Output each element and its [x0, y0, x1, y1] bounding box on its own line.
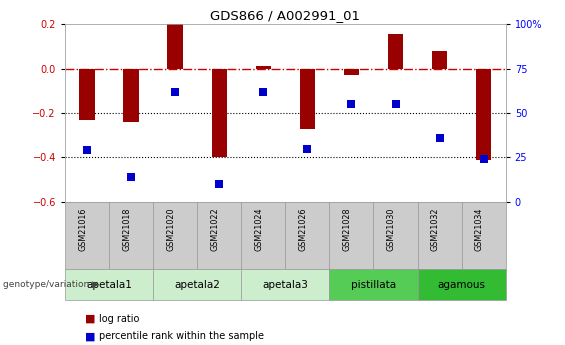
Bar: [285, 202, 329, 269]
Bar: [418, 269, 506, 300]
Text: genotype/variation ▶: genotype/variation ▶: [3, 280, 99, 289]
Point: [391, 101, 400, 107]
Text: GSM21024: GSM21024: [254, 207, 263, 251]
Bar: [65, 202, 109, 269]
Text: pistillata: pistillata: [351, 280, 396, 289]
Text: GSM21020: GSM21020: [166, 207, 175, 251]
Text: GSM21022: GSM21022: [210, 207, 219, 251]
Text: GSM21030: GSM21030: [386, 207, 396, 250]
Point: [347, 101, 356, 107]
Point: [259, 89, 268, 95]
Bar: [211, 69, 227, 157]
Text: apetala3: apetala3: [262, 280, 308, 289]
Bar: [344, 69, 359, 75]
Bar: [241, 202, 285, 269]
Bar: [123, 69, 139, 122]
Bar: [329, 269, 418, 300]
Text: GSM21034: GSM21034: [475, 207, 484, 250]
Text: GSM21016: GSM21016: [78, 207, 87, 250]
Bar: [462, 202, 506, 269]
Point: [435, 135, 444, 141]
Bar: [432, 51, 447, 69]
Title: GDS866 / A002991_01: GDS866 / A002991_01: [210, 9, 360, 22]
Point: [479, 156, 488, 162]
Bar: [79, 69, 95, 120]
Text: apetala1: apetala1: [86, 280, 132, 289]
Bar: [109, 202, 153, 269]
Bar: [418, 202, 462, 269]
Bar: [373, 202, 418, 269]
Text: agamous: agamous: [438, 280, 485, 289]
Text: GSM21032: GSM21032: [431, 207, 440, 251]
Text: ■: ■: [85, 332, 95, 341]
Text: GSM21028: GSM21028: [342, 207, 351, 251]
Bar: [153, 269, 241, 300]
Text: apetala2: apetala2: [174, 280, 220, 289]
Point: [171, 89, 180, 95]
Bar: [476, 69, 492, 160]
Bar: [167, 24, 183, 69]
Bar: [65, 269, 153, 300]
Point: [127, 174, 136, 180]
Bar: [197, 202, 241, 269]
Text: log ratio: log ratio: [99, 314, 139, 324]
Text: GSM21026: GSM21026: [298, 207, 307, 251]
Bar: [388, 34, 403, 69]
Bar: [329, 202, 373, 269]
Bar: [299, 69, 315, 129]
Text: percentile rank within the sample: percentile rank within the sample: [99, 332, 264, 341]
Text: GSM21018: GSM21018: [122, 207, 131, 250]
Bar: [255, 66, 271, 69]
Bar: [153, 202, 197, 269]
Bar: [241, 269, 329, 300]
Point: [82, 148, 92, 153]
Text: ■: ■: [85, 314, 95, 324]
Point: [215, 181, 224, 187]
Point: [303, 146, 312, 151]
